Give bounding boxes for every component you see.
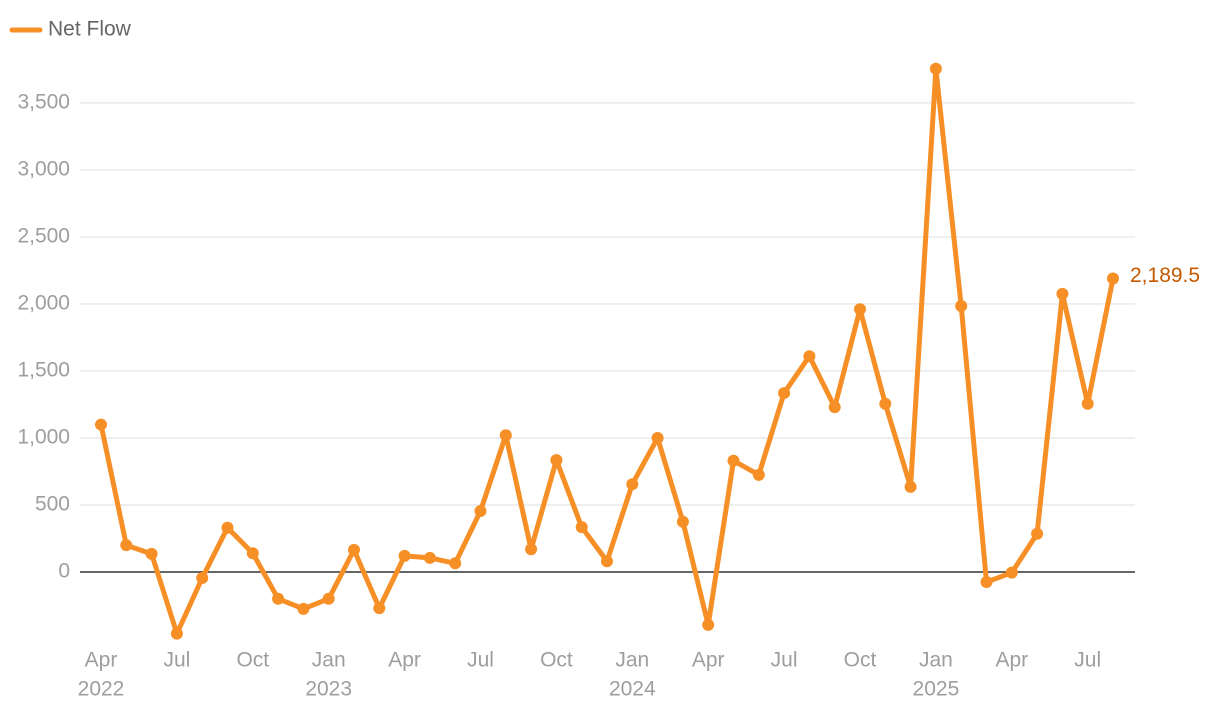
data-point <box>525 543 538 556</box>
y-tick-label: 2,000 <box>17 291 70 314</box>
data-point <box>221 521 234 534</box>
x-tick-label: Apr <box>995 649 1028 672</box>
x-tick-label: Apr <box>692 649 725 672</box>
data-point <box>601 555 613 568</box>
x-tick-label: Jul <box>771 649 798 672</box>
data-point <box>1107 272 1119 285</box>
x-year-label: 2023 <box>305 678 352 701</box>
data-point <box>904 480 917 493</box>
data-point <box>929 62 942 75</box>
x-tick-label: Jul <box>163 649 190 672</box>
data-point <box>373 602 386 615</box>
data-point <box>1056 287 1069 300</box>
x-tick-label: Oct <box>540 649 573 672</box>
data-point <box>246 547 259 560</box>
x-year-label: 2025 <box>913 678 960 701</box>
x-tick-label: Jul <box>467 649 494 672</box>
data-point <box>120 539 133 552</box>
y-tick-label: 1,500 <box>17 359 70 382</box>
data-point <box>626 478 639 491</box>
data-point <box>348 543 360 556</box>
data-point <box>1005 566 1018 579</box>
x-tick-label: Jan <box>312 649 346 672</box>
y-tick-label: 0 <box>58 560 70 583</box>
x-tick-label: Apr <box>85 649 118 672</box>
data-point <box>752 468 765 481</box>
data-point <box>272 592 285 605</box>
data-point <box>474 505 487 518</box>
data-point <box>879 397 892 410</box>
x-tick-label: Jan <box>615 649 649 672</box>
data-point <box>297 602 310 615</box>
data-point <box>575 521 588 534</box>
y-tick-label: 3,000 <box>17 157 70 180</box>
x-tick-label: Jan <box>919 649 953 672</box>
legend-label: Net Flow <box>48 18 132 41</box>
data-point <box>550 454 563 467</box>
y-tick-label: 500 <box>35 493 70 516</box>
x-tick-label: Oct <box>236 649 269 672</box>
data-point <box>803 350 816 363</box>
x-tick-label: Oct <box>844 649 877 672</box>
data-point <box>449 557 462 570</box>
data-point <box>702 618 715 631</box>
data-point <box>145 547 158 560</box>
data-point <box>95 418 107 431</box>
data-point <box>727 454 740 467</box>
x-tick-label: Jul <box>1074 649 1101 672</box>
data-point <box>322 592 335 605</box>
data-point <box>196 572 209 585</box>
value-label: 2,189.5 <box>1130 264 1200 287</box>
data-point <box>1031 527 1044 540</box>
data-point <box>398 549 411 562</box>
data-point <box>499 429 512 442</box>
data-point <box>170 627 183 640</box>
data-point <box>651 431 664 444</box>
data-point <box>854 303 866 316</box>
data-point <box>676 515 689 528</box>
x-year-label: 2022 <box>78 678 125 701</box>
y-tick-label: 1,000 <box>17 426 70 449</box>
data-point <box>423 551 436 564</box>
data-point <box>980 576 993 589</box>
data-point <box>955 299 968 312</box>
data-point <box>778 387 791 400</box>
data-point <box>1081 397 1094 410</box>
y-tick-label: 3,500 <box>17 90 70 113</box>
x-tick-label: Apr <box>388 649 421 672</box>
data-point <box>828 401 841 414</box>
y-tick-label: 2,500 <box>17 224 70 247</box>
x-year-label: 2024 <box>609 678 656 701</box>
